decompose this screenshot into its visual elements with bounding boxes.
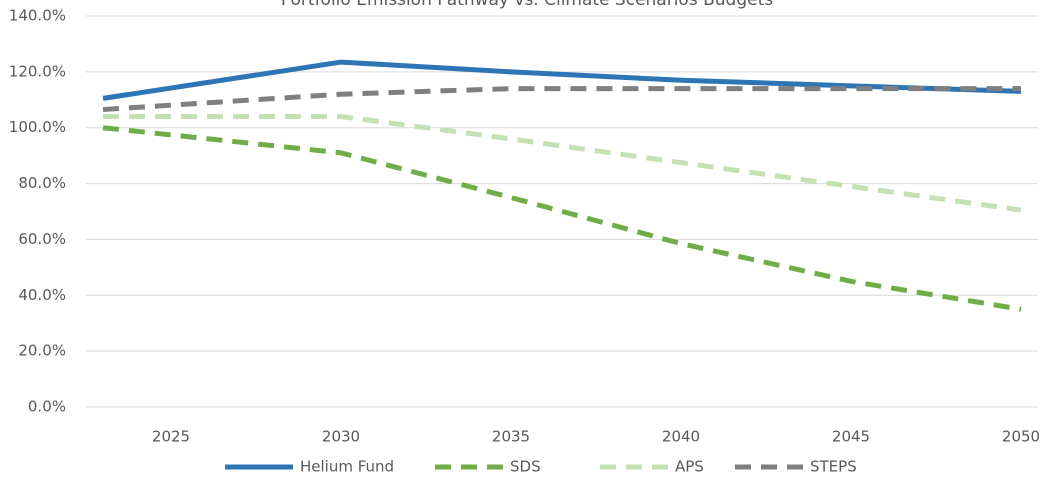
y-tick-label: 40.0%: [18, 286, 66, 304]
series-line: [102, 59, 1022, 101]
legend-label: APS: [675, 458, 704, 476]
legend-label: SDS: [510, 458, 541, 476]
series-line: [102, 86, 1021, 113]
chart-title: Portfolio Emission Pathway vs. Climate S…: [281, 0, 773, 10]
y-tick-label: 20.0%: [18, 342, 66, 360]
x-tick-label: 2045: [832, 428, 870, 446]
y-tick-label: 140.0%: [9, 7, 66, 25]
y-tick-label: 0.0%: [28, 398, 66, 416]
legend-label: Helium Fund: [300, 458, 394, 476]
series-line: [103, 114, 1022, 213]
y-tick-label: 100.0%: [9, 118, 66, 136]
x-tick-label: 2030: [322, 428, 360, 446]
y-tick-label: 80.0%: [18, 174, 66, 192]
legend-label: STEPS: [810, 458, 857, 476]
x-tick-label: 2025: [152, 428, 190, 446]
series-line: [102, 125, 1022, 312]
x-tick-label: 2040: [662, 428, 700, 446]
x-tick-label: 2035: [492, 428, 530, 446]
x-tick-label: 2050: [1002, 428, 1040, 446]
y-tick-label: 60.0%: [18, 230, 66, 248]
y-tick-label: 120.0%: [9, 62, 66, 80]
